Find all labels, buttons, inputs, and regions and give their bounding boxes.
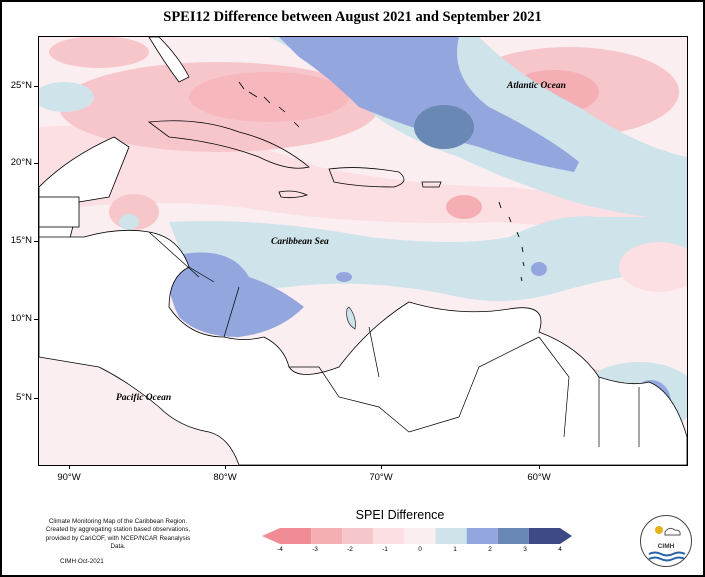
- lat-tick-25n: 25°N: [10, 80, 32, 91]
- label-caribbean-sea: Caribbean Sea: [271, 237, 329, 247]
- legend-swatch: [342, 528, 374, 544]
- credit-text: Climate Monitoring Map of the Caribbean …: [38, 518, 198, 552]
- legend-tick-label: 1: [453, 546, 457, 553]
- lon-tickmark: [225, 465, 226, 469]
- legend-arrow-high: [560, 528, 572, 544]
- legend-tick-label: -1: [382, 546, 388, 553]
- map-panel[interactable]: Atlantic Ocean Caribbean Sea Pacific Oce…: [38, 36, 688, 466]
- legend-tick-label: 4: [558, 546, 562, 553]
- legend-colorbar: [262, 528, 572, 544]
- legend-swatch: [435, 528, 467, 544]
- label-pacific-ocean: Pacific Ocean: [116, 393, 172, 403]
- legend-swatch: [311, 528, 343, 544]
- legend-swatch: [280, 528, 312, 544]
- credit-date: CIMH Oct-2021: [60, 558, 104, 565]
- lat-tickmark: [34, 163, 38, 164]
- credit-line: Climate Monitoring Map of the Caribbean …: [48, 518, 188, 525]
- legend-tick-label: -2: [347, 546, 353, 553]
- lon-tickmark: [69, 465, 70, 469]
- legend-tick-label: 3: [523, 546, 527, 553]
- lon-tickmark: [539, 465, 540, 469]
- legend-swatch: [497, 528, 529, 544]
- lat-tick-20n: 20°N: [10, 157, 32, 168]
- legend-swatch: [528, 528, 560, 544]
- lat-tickmark: [34, 241, 38, 242]
- map-title: SPEI12 Difference between August 2021 an…: [163, 9, 542, 25]
- legend-swatch: [373, 528, 405, 544]
- legend-swatch: [404, 528, 436, 544]
- logo-text: CIMH: [657, 543, 675, 550]
- credit-line: Created by aggregating station based obs…: [45, 526, 191, 534]
- lon-tick-70w: 70°W: [369, 472, 393, 483]
- legend-swatch: [466, 528, 498, 544]
- lon-tick-90w: 90°W: [57, 472, 81, 483]
- legend-arrow-low: [262, 528, 280, 544]
- lat-tick-10n: 10°N: [10, 313, 32, 324]
- lat-tick-15n: 15°N: [10, 235, 32, 246]
- spei-field: [39, 37, 687, 465]
- lat-tickmark: [34, 319, 38, 320]
- label-atlantic-ocean: Atlantic Ocean: [507, 81, 566, 91]
- legend-title: SPEI Difference: [355, 508, 445, 522]
- cimh-logo: CIMH: [640, 515, 692, 567]
- lat-tick-5n: 5°N: [16, 392, 32, 403]
- legend-tick-label: -3: [312, 546, 318, 553]
- lat-tickmark: [34, 398, 38, 399]
- credit-line: provided by CariCOF, with NCEP/NCAR Rean…: [45, 534, 191, 551]
- legend-tick-label: 0: [418, 546, 422, 553]
- legend-tick-label: 2: [488, 546, 492, 553]
- lon-tick-60w: 60°W: [527, 472, 551, 483]
- lat-tickmark: [34, 86, 38, 87]
- lon-tickmark: [381, 465, 382, 469]
- legend-tick-label: -4: [277, 546, 283, 553]
- lon-tick-80w: 80°W: [213, 472, 237, 483]
- sun-cloud-icon: [648, 526, 686, 562]
